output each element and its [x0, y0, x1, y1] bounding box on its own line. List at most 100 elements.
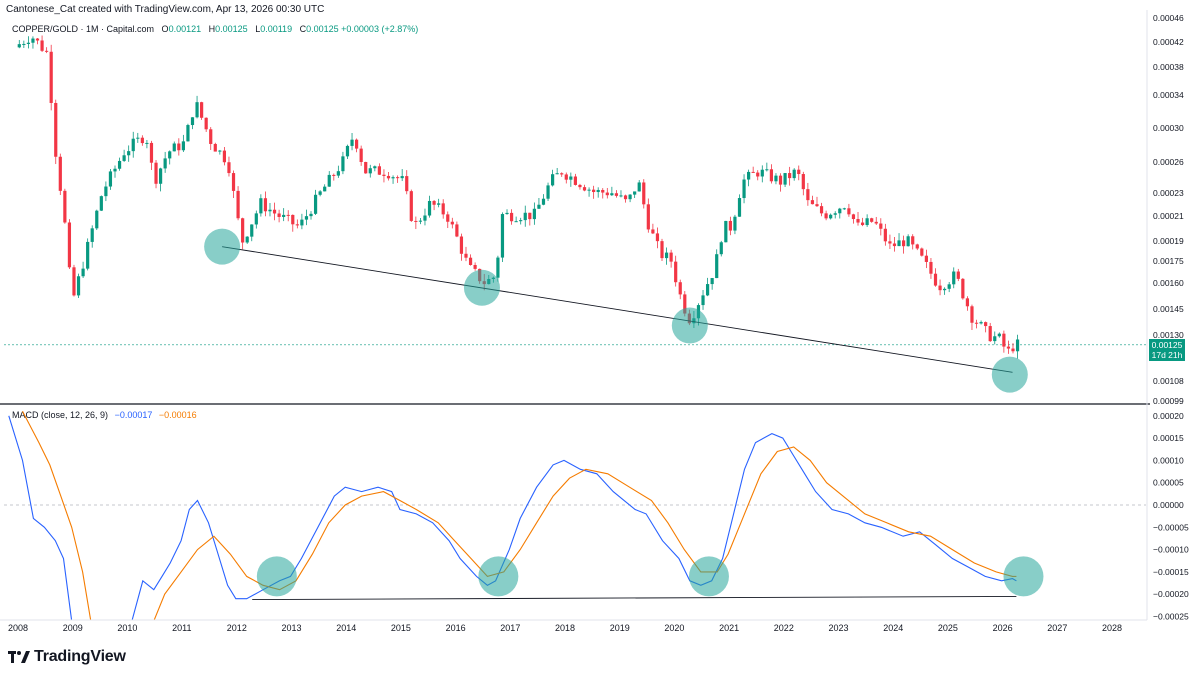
- signal-line: [22, 411, 1017, 620]
- candle-body: [587, 189, 591, 191]
- candle-body: [961, 278, 965, 299]
- time-axis-tick: 2019: [610, 623, 630, 633]
- time-axis-tick: 2025: [938, 623, 958, 633]
- candle-body: [473, 264, 477, 269]
- candle-body: [860, 222, 865, 226]
- price-axis-tick: 0.00019: [1153, 236, 1184, 246]
- candle-body: [724, 220, 728, 243]
- candle-body: [920, 248, 924, 256]
- macd-highlight-circle: [1003, 556, 1044, 597]
- candle-body: [664, 252, 669, 259]
- candle-body: [496, 257, 500, 278]
- candle-body: [674, 261, 678, 283]
- time-axis-tick: 2010: [117, 623, 137, 633]
- bar-countdown: 17d 21h: [1151, 350, 1183, 360]
- candle-body: [396, 177, 400, 179]
- candle-body: [218, 150, 222, 152]
- macd-value: −0.00017: [114, 410, 153, 420]
- tradingview-logo-icon: [8, 651, 30, 663]
- macd-axis-tick: −0.00005: [1153, 522, 1189, 532]
- candle-body: [815, 204, 819, 207]
- candle-body: [17, 44, 21, 48]
- candle-body: [933, 273, 938, 286]
- time-axis-tick: 2022: [774, 623, 794, 633]
- price-highlight-circle: [204, 228, 241, 265]
- close-value: 0.00125: [306, 24, 339, 34]
- candle-body: [86, 241, 90, 269]
- candle-body: [304, 216, 309, 220]
- candle-body: [282, 214, 286, 217]
- candle-body: [897, 240, 901, 247]
- candle-body: [195, 102, 199, 118]
- last-price-badge: 0.00125 17d 21h: [1149, 339, 1185, 361]
- candle-body: [870, 218, 874, 222]
- candle-body: [236, 190, 240, 219]
- macd-label[interactable]: MACD (close, 12, 26, 9): [12, 410, 109, 420]
- candle-body: [200, 102, 204, 118]
- candle-body: [833, 213, 837, 215]
- tradingview-logo-text: TradingView: [34, 648, 126, 665]
- candle-body: [819, 206, 824, 214]
- candle-body: [295, 224, 299, 226]
- candle-body: [806, 189, 810, 201]
- candle-body: [127, 151, 131, 156]
- candle-body: [683, 294, 687, 314]
- high-value: 0.00125: [215, 24, 248, 34]
- candle-body: [519, 220, 523, 222]
- candle-body: [751, 171, 755, 173]
- candle-body: [459, 236, 464, 254]
- price-axis-tick: 0.00108: [1153, 376, 1184, 386]
- price-axis-tick: 0.00026: [1153, 157, 1184, 167]
- macd-axis-tick: 0.00015: [1153, 433, 1184, 443]
- candle-body: [1011, 348, 1015, 352]
- candle-body: [824, 213, 828, 219]
- candle-body: [318, 191, 322, 195]
- candle-body: [505, 212, 509, 215]
- candle-body: [117, 160, 122, 169]
- candle-body: [95, 210, 99, 229]
- candle-body: [377, 166, 381, 175]
- price-axis-tick: 0.00130: [1153, 330, 1184, 340]
- candle-body: [464, 253, 468, 258]
- candle-body: [997, 333, 1001, 337]
- close-label: C: [299, 24, 307, 34]
- change-value: +0.00003 (+2.87%): [341, 24, 419, 34]
- candle-body: [765, 169, 769, 171]
- candle-body: [1002, 333, 1006, 347]
- candle-body: [596, 189, 600, 193]
- time-axis-tick: 2013: [282, 623, 302, 633]
- candle-body: [528, 212, 532, 220]
- macd-highlight-circle: [256, 556, 297, 597]
- candle-body: [569, 176, 573, 180]
- candle-body: [537, 204, 541, 209]
- chart-credit: Cantonese_Cat created with TradingView.c…: [6, 4, 325, 15]
- candle-body: [345, 145, 350, 157]
- candle-body: [555, 173, 559, 175]
- candle-body: [354, 139, 359, 149]
- candle-body: [113, 168, 117, 172]
- time-axis-tick: 2020: [664, 623, 684, 633]
- candle-body: [140, 137, 144, 144]
- candle-body: [309, 213, 313, 217]
- candle-body: [241, 218, 245, 243]
- candle-body: [756, 172, 760, 177]
- candle-body: [742, 179, 746, 199]
- symbol-name[interactable]: COPPER/GOLD · 1M · Capital.com: [12, 24, 155, 34]
- candle-body: [801, 174, 805, 190]
- candle-body: [432, 200, 436, 205]
- candle-body: [710, 278, 714, 285]
- candle-body: [350, 139, 354, 146]
- candle-body: [149, 142, 154, 163]
- candle-body: [728, 220, 732, 231]
- tradingview-logo[interactable]: TradingView: [8, 648, 126, 666]
- macd-axis-tick: −0.00010: [1153, 545, 1189, 555]
- candle-body: [906, 236, 910, 247]
- time-axis-tick: 2026: [993, 623, 1013, 633]
- candle-body: [646, 204, 650, 230]
- price-highlight-circle: [991, 356, 1028, 393]
- candle-body: [250, 224, 254, 237]
- candle-body: [509, 212, 514, 222]
- time-axis-tick: 2009: [63, 623, 83, 633]
- candle-body: [901, 240, 906, 247]
